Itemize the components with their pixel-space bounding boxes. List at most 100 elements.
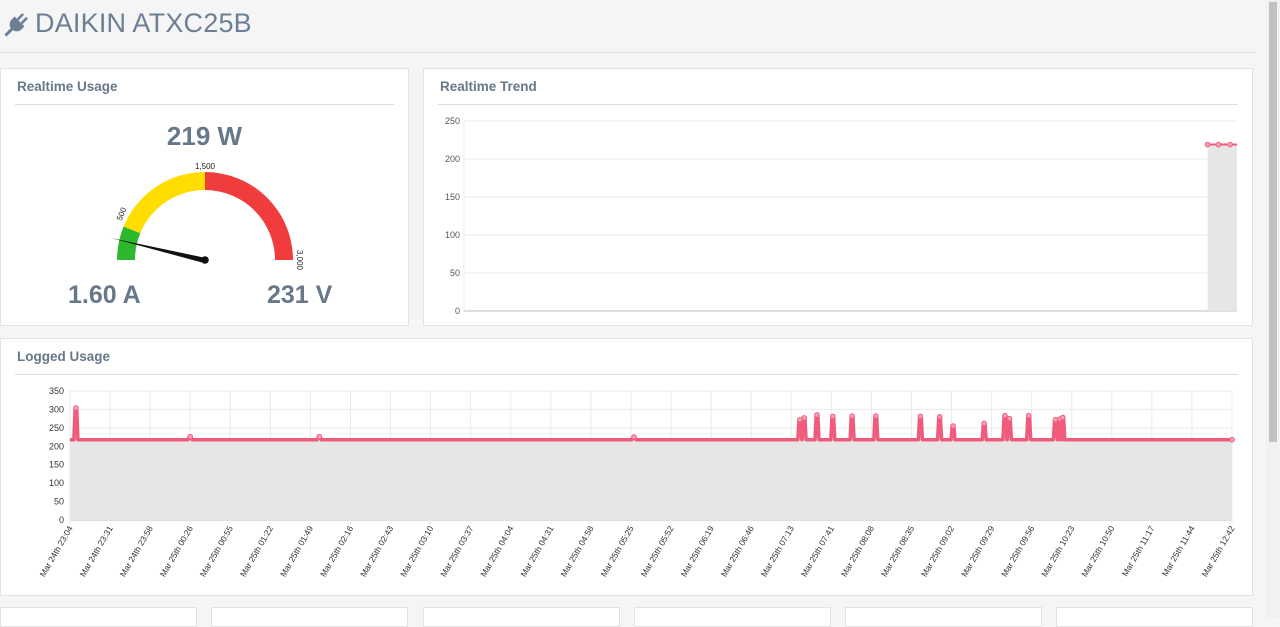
- x-tick-label: Mar 25th 10:23: [1039, 524, 1076, 579]
- trend-point: [1204, 141, 1211, 148]
- logged-point: [917, 413, 924, 420]
- x-tick-label: Mar 25th 08:08: [839, 524, 876, 579]
- logged-point: [829, 413, 836, 420]
- bottom-card-6: [1056, 607, 1253, 627]
- bottom-card-1: [0, 607, 197, 627]
- x-tick-label: Mar 25th 02:16: [318, 524, 355, 579]
- logged-point: [1060, 414, 1066, 421]
- x-tick-label: Mar 25th 06:19: [679, 524, 716, 579]
- y-tick-label: 250: [445, 116, 460, 126]
- logged-point: [1006, 415, 1013, 422]
- realtime-trend-chart: 0 50 100 150 200 250: [445, 116, 1237, 316]
- x-tick-label: Mar 25th 04:04: [478, 524, 515, 579]
- logged-point: [950, 423, 956, 429]
- y-tick-label: 300: [49, 404, 64, 414]
- y-tick-label: 150: [49, 460, 64, 470]
- x-tick-label: Mar 25th 11:44: [1160, 524, 1197, 578]
- y-tick-label: 200: [445, 154, 460, 164]
- logged-point: [1025, 412, 1032, 419]
- x-tick-label: Mar 24th 23:58: [118, 524, 155, 579]
- logged-point: [1002, 412, 1008, 419]
- logged-usage-title: Logged Usage: [17, 349, 111, 364]
- card-divider: [438, 104, 1238, 105]
- x-tick-label: Mar 25th 07:13: [759, 524, 796, 579]
- bottom-card-4: [634, 607, 831, 627]
- trend-point: [1215, 141, 1222, 148]
- y-tick-label: 0: [455, 306, 460, 316]
- x-tick-label: Mar 25th 00:55: [198, 524, 235, 579]
- realtime-usage-card: Realtime Usage 219 W 500 1,500 3,000 1.6…: [0, 68, 409, 326]
- x-tick-label: Mar 25th 07:41: [799, 524, 836, 579]
- x-tick-label: Mar 25th 05:52: [639, 524, 676, 579]
- trend-area: [1207, 144, 1237, 311]
- page-scrollbar[interactable]: [1266, 0, 1280, 618]
- logged-point: [1052, 416, 1059, 423]
- gauge-needle-hub: [201, 256, 209, 264]
- app-title: DAIKIN ATXC25B: [35, 8, 252, 38]
- gauge-label-1500: 1,500: [195, 162, 216, 171]
- gauge-label-500: 500: [115, 206, 129, 222]
- logged-point: [631, 434, 637, 440]
- logged-point: [187, 433, 194, 440]
- x-tick-label: Mar 25th 03:10: [398, 524, 435, 579]
- gauge-needle: [111, 238, 206, 263]
- logged-line: [70, 406, 1232, 442]
- x-tick-label: Mar 25th 09:02: [919, 524, 956, 579]
- app-header: DAIKIN ATXC25B: [0, 0, 1256, 53]
- x-tick-label: Mar 25th 10:50: [1079, 524, 1116, 579]
- trend-point: [1227, 141, 1233, 148]
- x-tick-label: Mar 25th 09:56: [999, 524, 1036, 579]
- x-tick-label: Mar 25th 04:58: [558, 524, 595, 579]
- logged-point: [1229, 436, 1235, 443]
- logged-point: [814, 412, 820, 418]
- x-tick-label: Mar 25th 01:22: [238, 524, 275, 579]
- realtime-trend-card: Realtime Trend 0 50 100 150 200 250: [423, 68, 1253, 326]
- y-tick-label: 50: [54, 497, 64, 507]
- x-tick-label: Mar 25th 05:25: [598, 524, 635, 579]
- gauge-band-yellow: [123, 172, 205, 234]
- gauge-label-3000: 3,000: [295, 250, 304, 271]
- x-tick-label: Mar 25th 12:42: [1199, 524, 1236, 579]
- logged-usage-card: Logged Usage 0 50 100 150 200 250 300 350 Mar 24…: [0, 338, 1253, 596]
- x-tick-label: Mar 24th 23:31: [78, 524, 115, 579]
- voltage-readout: 231 V: [267, 281, 333, 309]
- logged-point: [316, 433, 323, 440]
- logged-point: [801, 415, 807, 421]
- x-tick-label: Mar 25th 03:37: [438, 524, 475, 579]
- current-readout: 1.60 A: [68, 281, 141, 309]
- x-tick-label: Mar 25th 11:17: [1120, 524, 1157, 578]
- realtime-trend-title: Realtime Trend: [440, 79, 537, 94]
- y-tick-label: 350: [49, 386, 64, 396]
- x-tick-label: Mar 25th 09:29: [959, 524, 996, 579]
- power-gauge: 500 1,500 3,000: [111, 162, 304, 271]
- gauge-band-red: [205, 172, 293, 260]
- y-tick-label: 150: [445, 192, 460, 202]
- scrollbar-thumb[interactable]: [1269, 2, 1277, 442]
- gauge-band-green: [116, 226, 141, 260]
- realtime-usage-title: Realtime Usage: [17, 79, 118, 94]
- x-tick-label: Mar 25th 04:31: [518, 524, 555, 579]
- x-tick-label: Mar 24th 23:04: [37, 524, 74, 579]
- y-tick-label: 250: [49, 423, 64, 433]
- card-divider: [15, 104, 394, 105]
- x-tick-label: Mar 25th 08:35: [879, 524, 916, 579]
- y-tick-label: 0: [59, 515, 64, 525]
- y-tick-label: 100: [445, 230, 460, 240]
- logged-point: [981, 420, 987, 427]
- power-readout: 219 W: [166, 121, 243, 151]
- bottom-card-5: [845, 607, 1042, 627]
- plug-icon: [4, 13, 28, 37]
- logged-point: [73, 405, 79, 411]
- bottom-card-2: [211, 607, 408, 627]
- logged-point: [849, 413, 855, 419]
- logged-area: [70, 408, 1232, 520]
- card-divider: [15, 374, 1238, 375]
- x-tick-label: Mar 25th 01:49: [278, 524, 315, 579]
- logged-point: [873, 413, 879, 419]
- x-tick-label: Mar 25th 00:26: [158, 524, 195, 579]
- y-tick-label: 200: [49, 441, 64, 451]
- y-tick-label: 50: [450, 268, 460, 278]
- x-tick-label: Mar 25th 06:46: [719, 524, 756, 579]
- y-tick-label: 100: [49, 478, 64, 488]
